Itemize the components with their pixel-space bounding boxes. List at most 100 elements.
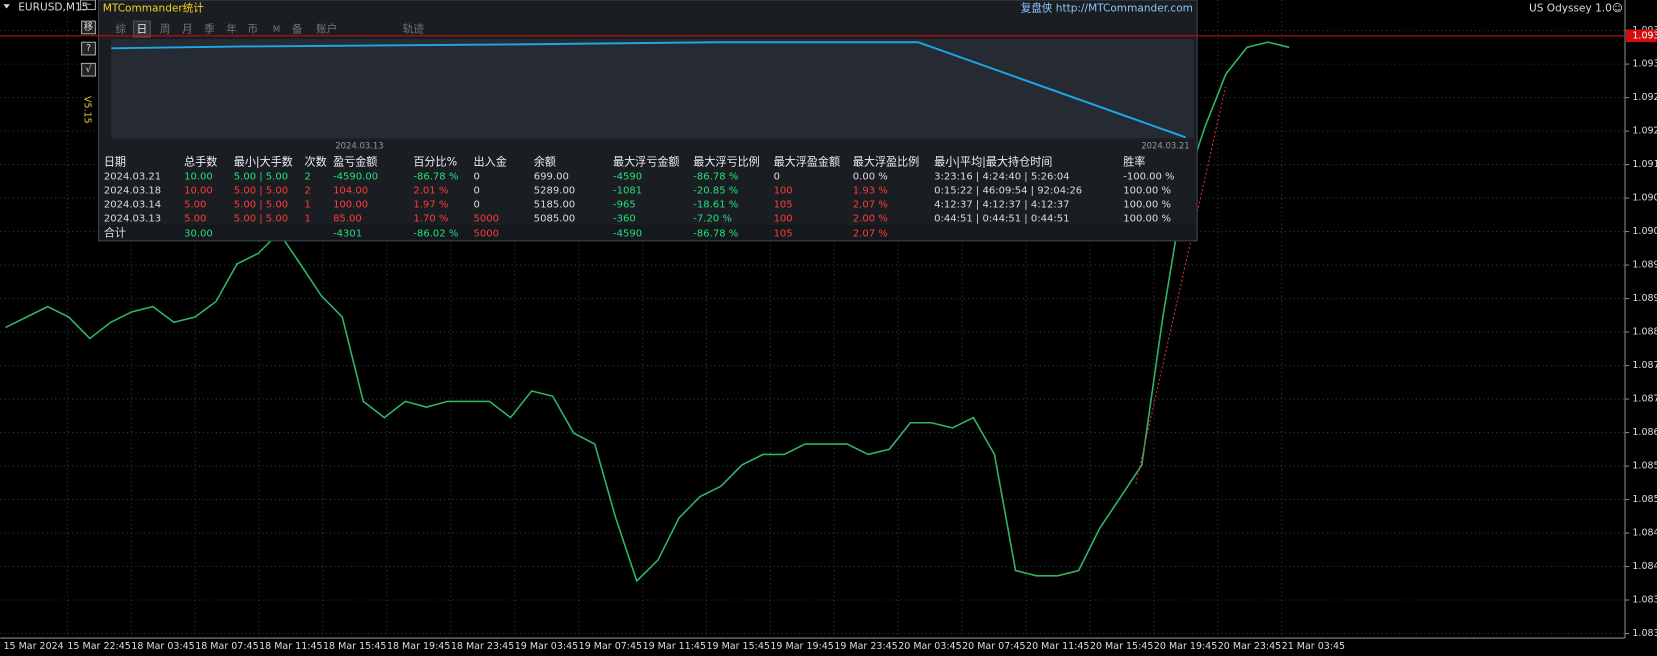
table-cell: 2 (305, 185, 311, 196)
table-cell: 0:15:22 | 46:09:54 | 92:04:26 (934, 185, 1082, 196)
table-cell: 85.00 (333, 214, 362, 225)
y-tick-label: 1.087 (1632, 360, 1657, 371)
table-cell: 5000 (474, 214, 499, 225)
table-cell: 2 (305, 171, 311, 182)
table-cell: -100.00 % (1123, 171, 1174, 182)
x-tick-label: 19 Mar 15:45 (706, 641, 769, 652)
table-header: 次数 (305, 155, 327, 169)
table-cell: 100 (774, 214, 793, 225)
tab[interactable]: 备 (292, 23, 303, 36)
table-cell: 1 (305, 214, 311, 225)
equity-start-date: 2024.03.13 (335, 140, 383, 150)
side-button[interactable] (81, 20, 96, 35)
table-header: 总手数 (184, 155, 217, 169)
total-cell: -86.78 % (693, 228, 738, 239)
y-tick-label: 1.085 (1632, 461, 1657, 472)
table-cell: -4590.00 (333, 171, 378, 182)
table-cell: -86.78 % (413, 171, 458, 182)
table-cell: 5289.00 (534, 185, 575, 196)
tab[interactable]: 周 (160, 24, 171, 36)
x-tick-label: 18 Mar 03:45 (131, 641, 194, 652)
table-header: 百分比% (413, 156, 457, 169)
y-tick-label: 1.083 (1632, 628, 1657, 639)
table-cell: 0 (474, 185, 480, 196)
table-cell: 105 (774, 200, 793, 211)
x-tick-label: 19 Mar 03:45 (515, 641, 578, 652)
table-cell: 0 (474, 171, 480, 182)
total-band (99, 225, 1197, 240)
x-tick-label: 18 Mar 23:45 (451, 641, 514, 652)
total-cell: -86.02 % (413, 228, 458, 239)
panel-link[interactable]: 复盘侠 http://MTCommander.com (1021, 1, 1193, 14)
y-tick-label: 1.086 (1632, 427, 1657, 438)
x-tick-label: 15 Mar 22:45 (67, 641, 130, 652)
table-header: 最小|大手数 (234, 155, 293, 169)
panel-title: MTCommander统计 (103, 1, 205, 14)
table-cell: 2.01 % (413, 185, 448, 196)
table-cell: 2.07 % (853, 200, 888, 211)
table-cell: 100.00 % (1123, 214, 1171, 225)
y-tick-label: 1.093 (1632, 59, 1657, 70)
y-tick-label: 1.092 (1632, 92, 1657, 103)
table-cell: 5.00 | 5.00 (234, 214, 288, 225)
table-cell: 5.00 (184, 214, 206, 225)
symbol-menu[interactable] (3, 4, 10, 9)
equity-line (111, 41, 1186, 139)
total-cell: -4590 (613, 228, 642, 239)
x-tick-label: 18 Mar 07:45 (195, 641, 258, 652)
x-tick-label: 15 Mar 2024 (3, 641, 63, 652)
table-cell: 1.97 % (413, 200, 448, 211)
table-cell: 100 (774, 185, 793, 196)
table-cell: 104.00 (333, 185, 368, 196)
tab[interactable]: 币 (248, 24, 259, 36)
y-tick-label: 1.085 (1632, 494, 1657, 505)
table-cell: 5.00 (184, 200, 206, 211)
side-button[interactable] (81, 41, 96, 56)
table-cell: 0.00 % (853, 171, 888, 182)
table-header: 最大浮盈比例 (853, 155, 919, 169)
table-cell: 5.00 | 5.00 (234, 200, 288, 211)
side-button[interactable] (81, 62, 96, 77)
tab[interactable]: 账户 (316, 23, 337, 36)
table-cell: -4590 (613, 171, 642, 182)
x-tick-label: 20 Mar 15:45 (1090, 641, 1153, 652)
tab-highlight (132, 20, 151, 38)
tab[interactable]: 综 (115, 23, 126, 36)
x-tick-label: 20 Mar 23:45 (1218, 641, 1281, 652)
current-price-box (1626, 29, 1657, 43)
y-tick-label: 1.087 (1632, 394, 1657, 405)
tab[interactable]: 轨迹 (403, 23, 425, 36)
y-tick-label: 1.089 (1632, 260, 1657, 271)
total-cell: -4301 (333, 228, 362, 239)
table-cell: -20.85 % (693, 185, 738, 196)
table-cell: 5085.00 (534, 214, 575, 225)
x-tick-label: 18 Mar 15:45 (323, 641, 386, 652)
table-header: 余额 (534, 155, 556, 169)
table-cell: 10.00 (184, 185, 213, 196)
y-tick-label: 1.084 (1632, 561, 1657, 572)
y-tick-label: 1.083 (1632, 595, 1657, 606)
equity-end-date: 2024.03.21 (1141, 140, 1189, 150)
tab[interactable]: M (273, 24, 280, 34)
table-cell: 2024.03.14 (104, 200, 161, 211)
table-cell: -360 (613, 214, 636, 225)
x-tick-label: 20 Mar 19:45 (1154, 641, 1217, 652)
table-cell: 5185.00 (534, 200, 575, 211)
tab[interactable]: 月 (182, 24, 193, 36)
trade-line (1135, 86, 1227, 484)
price-line (5, 41, 1290, 583)
minimize-button[interactable] (80, 0, 96, 11)
tab[interactable]: 季 (204, 24, 215, 36)
tab[interactable]: 日 (137, 24, 148, 36)
table-cell: -965 (613, 200, 636, 211)
table-cell: 1.93 % (853, 185, 888, 196)
table-cell: 10.00 (184, 171, 213, 182)
table-cell: 699.00 (534, 171, 569, 182)
table-cell: 100.00 % (1123, 185, 1171, 196)
y-tick-label: 1.090 (1632, 193, 1657, 204)
table-cell: 0 (774, 171, 780, 182)
tab[interactable]: 年 (226, 23, 237, 36)
x-tick-label: 20 Mar 07:45 (962, 641, 1025, 652)
y-tick-label: 1.089 (1632, 293, 1657, 304)
